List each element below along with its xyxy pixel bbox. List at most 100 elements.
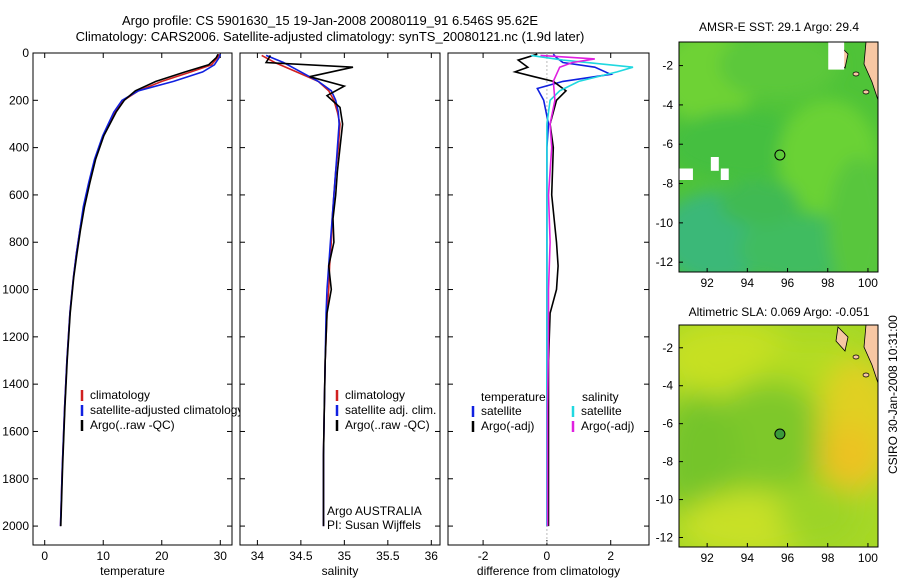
difference-x-axis-label: difference from climatology (477, 564, 620, 578)
sst_map-land-islet (852, 71, 860, 77)
sst_map-missing-data (710, 157, 719, 171)
sst_map-lat-tick-label: -6 (662, 137, 673, 151)
sst_map-missing-data (720, 168, 729, 180)
sla_map-lat-tick-label: -4 (662, 379, 673, 393)
sst_map-lat-tick-label: -2 (662, 59, 673, 73)
sla_map-lat-tick-label: -8 (662, 455, 673, 469)
sla-map-title: Altimetric SLA: 0.069 Argo: -0.051 (688, 305, 870, 319)
diff-legend-label: Argo(-adj) (481, 419, 534, 433)
sla_map-field-texture (679, 325, 878, 547)
depth-tick-label: 0 (22, 46, 29, 60)
sla_map-lon-tick-label: 92 (700, 551, 714, 565)
depth-tick-label: 2000 (2, 519, 29, 533)
temperature-legend-label: climatology (90, 388, 150, 402)
diff-legend-title-salinity: salinity (582, 390, 619, 404)
sla_map-field-patch (708, 380, 829, 492)
sla_map-lat-tick-label: -12 (656, 531, 674, 545)
salinity-x-tick-label: 34.5 (289, 549, 313, 563)
sla_map-land-islet (862, 372, 870, 378)
depth-tick-label: 400 (9, 141, 29, 155)
sla_map-land-coast (863, 325, 878, 384)
difference-x-tick-label: -2 (478, 549, 489, 563)
sla_map-lon-tick-label: 96 (781, 551, 795, 565)
difference-x-tick-label: 2 (607, 549, 614, 563)
sla_map-lat-tick-label: -6 (662, 417, 673, 431)
salinity-x-tick-label: 36 (425, 549, 439, 563)
salinity-x-tick-label: 35.5 (376, 549, 400, 563)
temperature-axes-box (32, 52, 233, 546)
sst_map-lon-tick-label: 100 (858, 276, 878, 290)
sla_map-lat-tick-label: -10 (656, 493, 674, 507)
salinity-series-argo-raw-qc- (264, 54, 354, 527)
profile-panel-temperature: 0 10 20 30 temperature 0 200 400 600 800 1000 1200 1… (2, 46, 243, 578)
depth-tick-label: 1000 (2, 283, 29, 297)
temperature-x-tick-label: 20 (155, 549, 169, 563)
sst_map-lat-tick-label: -10 (656, 216, 674, 230)
depth-tick-label: 1800 (2, 472, 29, 486)
salinity-legend-label: climatology (345, 388, 405, 402)
diff-legend-title-temperature: temperature (481, 390, 546, 404)
depth-tick-label: 200 (9, 93, 29, 107)
sst_map-lon-tick-label: 92 (700, 276, 714, 290)
temperature-x-tick-label: 10 (97, 549, 111, 563)
sst_map-field-patch (718, 42, 839, 100)
depth-tick-label: 600 (9, 188, 29, 202)
sla_map-lat-tick-label: -2 (662, 341, 673, 355)
depth-tick-label: 1600 (2, 424, 29, 438)
sst_map-land-coast (863, 42, 878, 101)
temperature-x-tick-label: 30 (214, 549, 228, 563)
figure-title-line1: Argo profile: CS 5901630_15 19-Jan-2008 … (121, 13, 539, 28)
sst_map-field-patch (718, 180, 799, 226)
sst_map-lon-tick-label: 94 (741, 276, 755, 290)
argo-credit-annotation: Argo AUSTRALIA (327, 504, 422, 518)
sla_map-lon-tick-label: 98 (821, 551, 835, 565)
sla_map-land-islet (852, 354, 860, 360)
temperature-x-axis-label: temperature (100, 564, 165, 578)
temperature-series-argo-raw-qc- (60, 53, 219, 527)
sst_map-missing-data (828, 42, 845, 70)
temperature-legend-label: satellite-adjusted climatology (90, 403, 243, 417)
temperature-legend-label: Argo(..raw -QC) (90, 418, 175, 432)
sla_map-argo-float-marker (774, 428, 786, 440)
argo-credit-annotation: PI: Susan Wijffels (327, 518, 421, 532)
sst_map-land-islet (862, 89, 870, 95)
diff-legend-label: satellite (581, 404, 622, 418)
sst_map-lon-tick-label: 98 (821, 276, 835, 290)
sst_map-field-clip (679, 42, 878, 272)
sla_map-axes-box (678, 324, 879, 548)
depth-tick-label: 800 (9, 235, 29, 249)
sst-map-title: AMSR-E SST: 29.1 Argo: 29.4 (698, 20, 860, 34)
sst_map-lat-tick-label: -8 (662, 177, 673, 191)
difference-x-tick-label: 0 (544, 549, 551, 563)
sst_map-lon-tick-label: 96 (781, 276, 795, 290)
diff-legend-label: Argo(-adj) (581, 419, 634, 433)
sla_map-land-island (835, 326, 849, 352)
sla_map-panel: 92 94 96 98 100 -2 -4 -6 -8 -10 -12 (656, 324, 879, 565)
sst_map-axes-box (678, 41, 879, 273)
sst_map-panel: 92 94 96 98 100 -2 -4 -6 -8 -10 -12 (656, 41, 879, 290)
figure-title-line2: Climatology: CARS2006. Satellite-adjuste… (75, 29, 585, 44)
salinity-x-tick-label: 35 (338, 549, 352, 563)
temperature-x-tick-label: 0 (41, 549, 48, 563)
profile-panel-salinity: 34 34.5 35 35.5 36 salinity climatologysatelli… (239, 52, 441, 578)
sla_map-field-patch (679, 391, 739, 525)
sst_map-missing-data (679, 168, 693, 180)
sst_map-lat-tick-label: -4 (662, 98, 673, 112)
sst_map-field-patch (828, 157, 878, 272)
salinity-legend-label: satellite adj. clim. (345, 403, 436, 417)
diff-legend-label: satellite (481, 404, 522, 418)
sst_map-argo-float-marker (774, 149, 786, 161)
sla_map-lon-tick-label: 94 (741, 551, 755, 565)
sla_map-field-patch (778, 480, 859, 547)
sla_map-field-clip (679, 325, 878, 547)
sst_map-field-patch (738, 214, 859, 272)
salinity-legend-label: Argo(..raw -QC) (345, 418, 430, 432)
difference-series-salinity-argo-adj- (540, 54, 595, 527)
sla_map-lon-tick-label: 100 (858, 551, 878, 565)
salinity-x-tick-label: 34 (251, 549, 265, 563)
depth-tick-label: 1200 (2, 330, 29, 344)
salinity-x-axis-label: salinity (322, 564, 359, 578)
sst_map-lat-tick-label: -12 (656, 255, 674, 269)
sla_map-field-patch (818, 424, 878, 492)
